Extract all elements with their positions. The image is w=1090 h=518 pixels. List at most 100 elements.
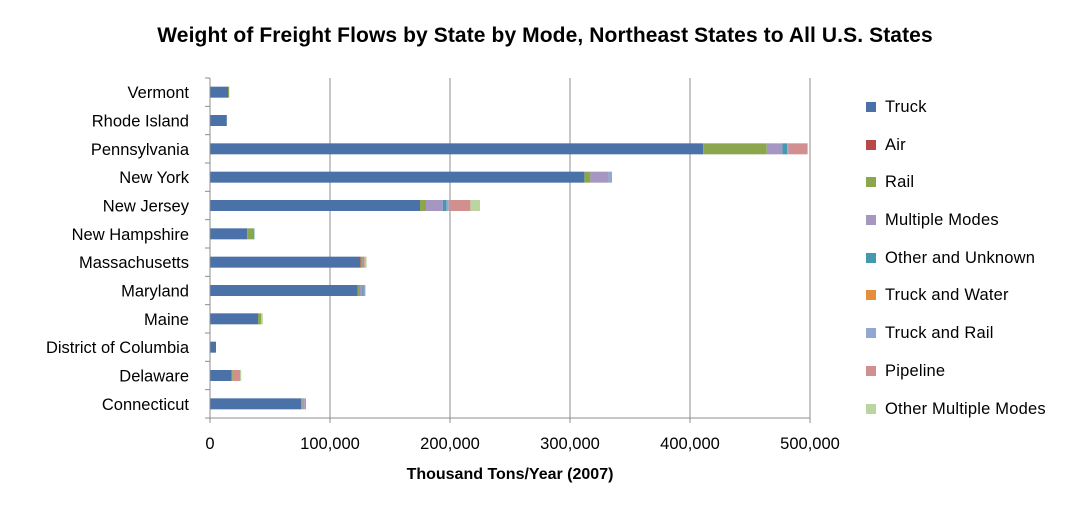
legend-label: Air bbox=[885, 135, 906, 154]
category-label: Vermont bbox=[128, 84, 190, 102]
bar-segment bbox=[210, 200, 420, 211]
legend-swatch bbox=[866, 290, 876, 301]
category-label: New York bbox=[119, 169, 189, 187]
category-label: District of Columbia bbox=[46, 339, 190, 357]
bar-segment bbox=[210, 228, 248, 240]
bar-segment bbox=[210, 143, 704, 155]
bar-segment bbox=[232, 370, 240, 381]
bar-stack bbox=[210, 115, 227, 126]
bar-segment bbox=[210, 171, 585, 183]
bar-stack bbox=[210, 285, 366, 296]
bar-stack bbox=[210, 171, 612, 183]
legend-item: Truck and Rail bbox=[866, 323, 1086, 361]
legend-item: Air bbox=[866, 135, 1086, 173]
bar-segment bbox=[247, 228, 254, 240]
bar-segment bbox=[787, 143, 789, 155]
legend: Truck Air Rail Multiple Modes Other and Unkn… bbox=[866, 97, 1086, 436]
bar-segment bbox=[360, 285, 363, 296]
bar-stacks bbox=[210, 86, 808, 410]
bar-segment bbox=[210, 370, 232, 381]
bar-segment bbox=[782, 143, 788, 155]
category-label: Pennsylvania bbox=[91, 141, 190, 159]
legend-swatch bbox=[866, 252, 876, 263]
legend-item: Pipeline bbox=[866, 361, 1086, 399]
legend-label: Other and Unknown bbox=[885, 248, 1036, 267]
bar-stack bbox=[210, 313, 263, 325]
gridlines bbox=[329, 78, 811, 418]
bar-segment bbox=[210, 86, 228, 98]
legend-item: Other Multiple Modes bbox=[866, 399, 1086, 437]
legend-label: Truck bbox=[885, 98, 927, 116]
bar-segment bbox=[210, 285, 358, 296]
bar-segment bbox=[231, 370, 233, 381]
x-tick-label: 200,000 bbox=[420, 435, 480, 453]
axes bbox=[205, 77, 811, 423]
bar-segment bbox=[446, 200, 449, 211]
bar-segment bbox=[426, 200, 443, 211]
x-tick-label: 400,000 bbox=[660, 435, 720, 453]
bar-segment bbox=[448, 200, 471, 211]
bar-segment bbox=[362, 285, 364, 296]
legend-swatch bbox=[866, 215, 876, 226]
bar-stack bbox=[210, 256, 367, 268]
x-tick-label: 500,000 bbox=[780, 435, 840, 453]
x-tick-label: 100,000 bbox=[300, 435, 360, 453]
bar-segment bbox=[302, 398, 305, 410]
chart-title: Weight of Freight Flows by State by Mode… bbox=[157, 24, 933, 47]
category-label: Connecticut bbox=[102, 396, 190, 414]
bar-segment bbox=[210, 313, 258, 325]
bar-segment bbox=[210, 341, 216, 353]
bar-segment bbox=[363, 285, 366, 296]
bar-stack bbox=[210, 398, 306, 410]
legend-swatch bbox=[866, 102, 876, 112]
legend-label: Truck and Water bbox=[885, 286, 1009, 305]
bar-segment bbox=[258, 313, 261, 325]
legend-item: Rail bbox=[866, 172, 1086, 210]
legend-label: Other Multiple Modes bbox=[885, 399, 1046, 418]
legend-swatch bbox=[866, 403, 876, 414]
legend-swatch bbox=[866, 177, 876, 188]
x-tick-labels: 0 100,000 200,000 300,000 400,000 500,000 bbox=[205, 435, 839, 453]
bar-segment bbox=[228, 86, 230, 98]
bar-segment bbox=[261, 313, 263, 325]
bar-stack bbox=[210, 86, 230, 98]
x-tick-label: 0 bbox=[205, 435, 214, 453]
bar-segment bbox=[253, 228, 255, 240]
bar-segment bbox=[364, 256, 365, 268]
category-label: Delaware bbox=[119, 368, 189, 386]
bar-segment bbox=[766, 143, 783, 155]
bar-segment bbox=[420, 200, 426, 211]
legend-label: Truck and Rail bbox=[885, 324, 994, 343]
category-label: New Hampshire bbox=[72, 226, 189, 244]
bar-segment bbox=[360, 256, 361, 268]
category-label: Maine bbox=[144, 311, 189, 329]
bar-segment bbox=[210, 115, 227, 126]
bar-segment bbox=[442, 200, 447, 211]
bar-segment bbox=[584, 171, 591, 183]
bar-stack bbox=[210, 370, 242, 381]
legend-item: Other and Unknown bbox=[866, 248, 1086, 286]
bar-segment bbox=[360, 256, 363, 268]
category-label: New Jersey bbox=[103, 198, 190, 216]
bar-stack bbox=[210, 228, 255, 240]
bar-segment bbox=[240, 370, 242, 381]
bar-segment bbox=[365, 256, 367, 268]
legend-item: Truck and Water bbox=[866, 285, 1086, 323]
legend-label: Multiple Modes bbox=[885, 211, 999, 230]
bar-segment bbox=[304, 398, 306, 410]
legend-swatch bbox=[866, 328, 876, 339]
category-label: Rhode Island bbox=[92, 113, 189, 131]
bar-stack bbox=[210, 341, 216, 353]
bar-segment bbox=[788, 143, 808, 155]
category-label: Massachusetts bbox=[79, 254, 189, 272]
category-labels: Vermont Rhode Island Pennsylvania New York N… bbox=[46, 84, 190, 414]
bar-stack bbox=[210, 200, 480, 211]
legend-label: Pipeline bbox=[885, 361, 946, 380]
bar-segment bbox=[210, 398, 302, 410]
legend-item: Multiple Modes bbox=[866, 210, 1086, 248]
bar-segment bbox=[590, 171, 609, 183]
bar-segment bbox=[301, 398, 303, 410]
bar-stack bbox=[210, 143, 808, 155]
x-tick-label: 300,000 bbox=[540, 435, 600, 453]
bar-segment bbox=[703, 143, 767, 155]
